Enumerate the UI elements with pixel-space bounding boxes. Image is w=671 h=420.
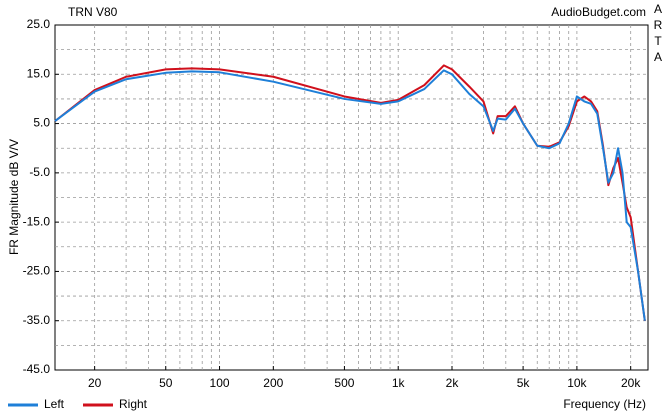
side-label: ARTA bbox=[651, 2, 665, 66]
y-tick-label: -15.0 bbox=[23, 214, 51, 228]
x-axis-label: Frequency (Hz) bbox=[563, 397, 646, 411]
y-tick-label: -35.0 bbox=[23, 313, 51, 327]
y-tick-label: -5.0 bbox=[29, 165, 50, 179]
x-tick-label: 2k bbox=[446, 376, 460, 390]
source: AudioBudget.com bbox=[551, 5, 646, 19]
x-tick-label: 100 bbox=[210, 376, 230, 390]
chart-title: TRN V80 bbox=[68, 5, 118, 19]
y-tick-label: -25.0 bbox=[23, 264, 51, 278]
x-tick-label: 5k bbox=[517, 376, 531, 390]
x-tick-label: 20 bbox=[88, 376, 102, 390]
series-line bbox=[54, 69, 646, 321]
legend-label: Left bbox=[44, 397, 65, 411]
y-axis-label: FR Magnitude dB V/V bbox=[7, 139, 21, 255]
x-tick-label: 500 bbox=[334, 376, 354, 390]
y-tick-label: 25.0 bbox=[27, 17, 51, 31]
x-tick-label: 1k bbox=[392, 376, 406, 390]
side-label-text: ARTA bbox=[651, 2, 665, 66]
x-tick-label: 200 bbox=[263, 376, 283, 390]
y-tick-label: 15.0 bbox=[27, 66, 51, 80]
y-tick-label: -45.0 bbox=[23, 362, 51, 376]
legend-label: Right bbox=[119, 397, 148, 411]
y-tick-label: 5.0 bbox=[33, 116, 50, 130]
x-tick-label: 20k bbox=[621, 376, 641, 390]
x-tick-label: 10k bbox=[567, 376, 587, 390]
x-tick-label: 50 bbox=[159, 376, 173, 390]
